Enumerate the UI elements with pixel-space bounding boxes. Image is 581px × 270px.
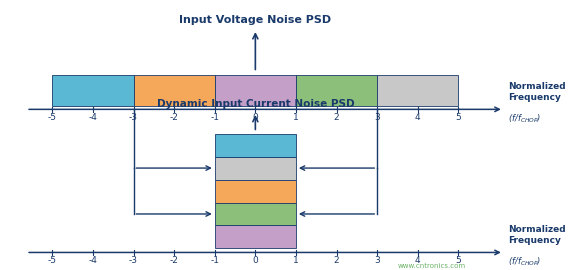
Text: 4: 4 xyxy=(415,113,421,122)
Text: -5: -5 xyxy=(48,113,57,122)
Text: Dynamic Input Current Noise PSD: Dynamic Input Current Noise PSD xyxy=(156,99,354,109)
Text: -3: -3 xyxy=(129,256,138,265)
Bar xyxy=(215,180,296,202)
Text: 3: 3 xyxy=(374,113,380,122)
Text: 5: 5 xyxy=(456,113,461,122)
Text: 1: 1 xyxy=(293,256,299,265)
Text: www.cntronics.com: www.cntronics.com xyxy=(397,263,465,269)
Text: 4: 4 xyxy=(415,256,421,265)
Bar xyxy=(215,225,296,248)
Text: -5: -5 xyxy=(48,256,57,265)
Text: -3: -3 xyxy=(129,113,138,122)
Text: 5: 5 xyxy=(456,256,461,265)
Text: 2: 2 xyxy=(333,113,339,122)
Bar xyxy=(215,157,296,180)
Bar xyxy=(134,75,215,106)
Text: 3: 3 xyxy=(374,256,380,265)
Text: (f/f$_\mathregular{CHOP}$): (f/f$_\mathregular{CHOP}$) xyxy=(508,112,541,124)
Text: (f/f$_\mathregular{CHOP}$): (f/f$_\mathregular{CHOP}$) xyxy=(508,255,541,268)
Text: Input Voltage Noise PSD: Input Voltage Noise PSD xyxy=(180,15,331,25)
Text: 1: 1 xyxy=(293,113,299,122)
Text: Normalized
Frequency: Normalized Frequency xyxy=(508,82,566,102)
Bar xyxy=(377,75,458,106)
Text: 0: 0 xyxy=(253,256,258,265)
Text: 0: 0 xyxy=(253,113,258,122)
Text: Normalized
Frequency: Normalized Frequency xyxy=(508,225,566,245)
Bar xyxy=(215,75,296,106)
Text: 2: 2 xyxy=(333,256,339,265)
Text: -2: -2 xyxy=(170,113,178,122)
Bar xyxy=(215,202,296,225)
Text: -1: -1 xyxy=(210,256,219,265)
Bar xyxy=(215,134,296,157)
Text: -4: -4 xyxy=(88,113,98,122)
Text: -1: -1 xyxy=(210,113,219,122)
Text: -4: -4 xyxy=(88,256,98,265)
Bar xyxy=(52,75,134,106)
Text: -2: -2 xyxy=(170,256,178,265)
Bar xyxy=(296,75,377,106)
